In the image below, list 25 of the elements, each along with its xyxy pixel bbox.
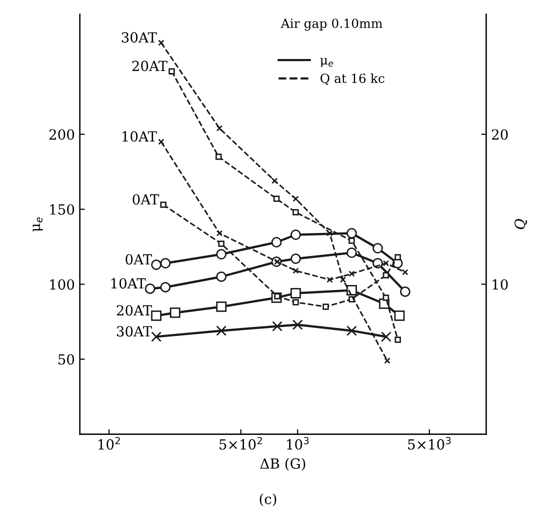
y2-tick-label: 20 <box>492 129 508 140</box>
y2-tick-label: 10 <box>492 279 508 290</box>
series-label: 0AT <box>126 254 152 265</box>
y-tick-label: 150 <box>50 204 74 215</box>
series-label: 10AT <box>111 278 146 289</box>
x-axis-title: ΔB (G) <box>260 458 306 471</box>
y-axis-title: μ$_{e}$ <box>32 217 43 232</box>
x-tick-label: 5×10$^{2}$ <box>220 436 262 450</box>
text: (c) <box>260 493 276 506</box>
y-tick-label: 100 <box>50 279 74 290</box>
series-label: 0AT <box>132 194 160 205</box>
annotation: μ$_{e}$ <box>320 58 334 68</box>
y-tick-label: 50 <box>58 354 74 365</box>
series-label: 30AT <box>116 326 152 337</box>
annotation: Q at 16 kc <box>320 73 384 85</box>
series-label: 20AT <box>132 60 168 72</box>
x-tick-label: 10$^{2}$ <box>98 436 120 450</box>
chart-title: Air gap 0.10mm <box>280 18 382 31</box>
series-label: 20AT <box>116 305 152 316</box>
x-tick-label: 5×10$^{3}$ <box>408 436 451 450</box>
y2-axis-title: Q <box>514 219 528 230</box>
series-label: 30AT <box>122 32 157 43</box>
x-tick-label: 10$^{3}$ <box>287 436 309 450</box>
series-label: 10AT <box>122 131 157 142</box>
y-tick-label: 200 <box>49 129 74 140</box>
